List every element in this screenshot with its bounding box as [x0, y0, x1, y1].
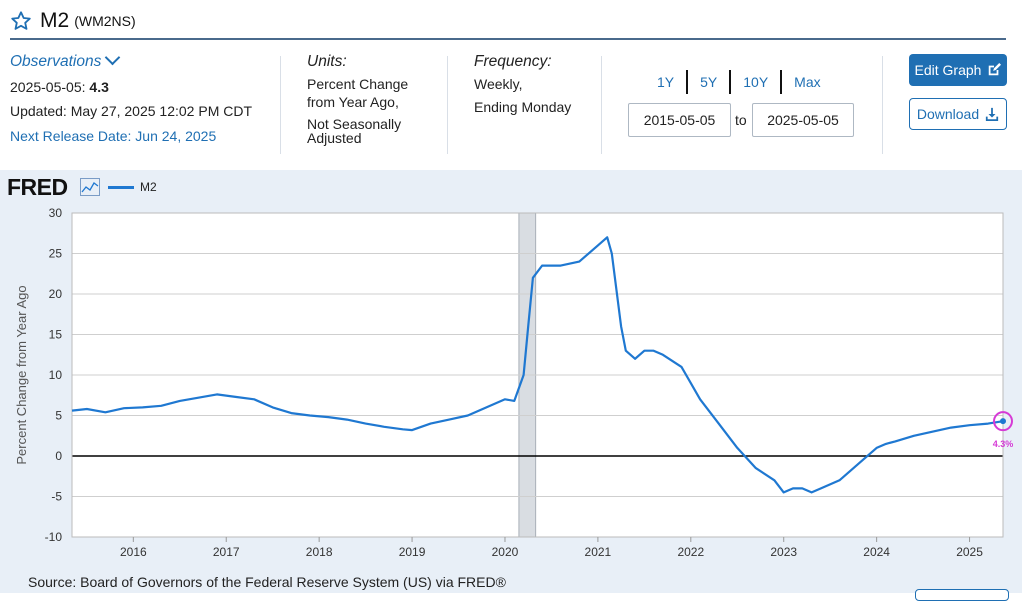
legend-line-swatch — [108, 185, 134, 189]
start-date-input[interactable]: 2015-05-05 — [628, 103, 731, 137]
units-text-2: from Year Ago, — [307, 94, 399, 111]
x-tick-label: 2021 — [585, 545, 612, 559]
range-divider — [686, 70, 689, 94]
chart-icon[interactable] — [80, 178, 100, 196]
frequency-text-1: Weekly, — [474, 76, 523, 93]
header-divider — [10, 38, 1006, 40]
last-point-highlight[interactable] — [993, 411, 1013, 432]
range-1y[interactable]: 1Y — [657, 74, 675, 90]
frequency-panel: Frequency: Weekly, Ending Monday — [474, 52, 571, 117]
edit-graph-label: Edit Graph — [914, 62, 982, 78]
x-tick-label: 2018 — [306, 545, 333, 559]
divider — [280, 56, 281, 154]
divider — [447, 56, 448, 154]
download-icon — [986, 107, 999, 121]
observation-date: 2025-05-05: — [10, 79, 86, 96]
y-tick-label: -10 — [45, 530, 63, 544]
units-text-4: Adjusted — [307, 130, 362, 147]
series-line-m2[interactable] — [71, 236, 1004, 494]
units-text-3: Not Seasonally — [307, 115, 402, 132]
x-tick-label: 2023 — [770, 545, 797, 559]
fred-logo[interactable]: FRED — [7, 174, 68, 200]
legend-series-label: M2 — [140, 180, 157, 194]
x-tick-label: 2024 — [863, 545, 890, 559]
last-value-label: 4.3% — [993, 439, 1014, 449]
to-label: to — [735, 112, 747, 128]
y-tick-label: 10 — [49, 368, 63, 382]
frequency-text-2: Ending Monday — [474, 99, 572, 116]
edit-icon — [989, 63, 1002, 76]
chart-legend: M2 — [80, 176, 157, 198]
y-tick-label: 20 — [49, 287, 63, 301]
units-label: Units: — [307, 53, 347, 70]
plot-border — [71, 212, 1004, 538]
star-icon[interactable] — [10, 10, 32, 32]
series-code: (WM2NS) — [74, 13, 136, 29]
download-button[interactable]: Download — [909, 98, 1007, 130]
source-text: Source: Board of Governors of the Federa… — [28, 574, 506, 590]
x-tick-label: 2022 — [677, 545, 704, 559]
x-tick-label: 2016 — [120, 545, 147, 559]
range-divider — [780, 70, 783, 94]
partial-button[interactable] — [915, 589, 1009, 601]
y-tick-label: 0 — [55, 449, 62, 463]
last-point-marker — [1000, 418, 1006, 425]
range-5y[interactable]: 5Y — [700, 74, 718, 90]
y-tick-label: 25 — [49, 247, 63, 261]
units-text-1: Percent Change — [307, 76, 409, 93]
x-tick-label: 2025 — [956, 545, 983, 559]
download-label: Download — [916, 106, 980, 122]
frequency-label: Frequency: — [474, 53, 552, 70]
divider — [882, 56, 883, 154]
observation-value: 4.3 — [89, 79, 109, 96]
range-divider — [729, 70, 732, 94]
observations-toggle[interactable]: Observations — [10, 49, 252, 72]
range-selector: 1Y 5Y 10Y Max — [645, 68, 833, 96]
y-axis-label: Percent Change from Year Ago — [14, 285, 29, 464]
observations-label[interactable]: Observations — [10, 53, 102, 70]
y-tick-label: 5 — [55, 409, 62, 423]
latest-observation: 2025-05-05: 4.3 — [10, 78, 252, 96]
range-10y[interactable]: 10Y — [743, 74, 769, 90]
end-date-input[interactable]: 2025-05-05 — [752, 103, 854, 137]
observations-panel: Observations 2025-05-05: 4.3 Updated: Ma… — [10, 49, 253, 151]
series-title: M2 — [40, 9, 70, 32]
range-max[interactable]: Max — [794, 74, 821, 90]
divider — [601, 56, 602, 154]
x-tick-label: 2020 — [492, 545, 519, 559]
x-tick-label: 2019 — [399, 545, 426, 559]
units-panel: Units: Percent Change from Year Ago, Not… — [307, 52, 408, 146]
y-tick-label: -5 — [51, 490, 62, 504]
x-tick-label: 2017 — [213, 545, 240, 559]
y-tick-label: 30 — [49, 206, 63, 220]
next-release-link[interactable]: Next Release Date: Jun 24, 2025 — [10, 127, 217, 144]
series-title-bar: M2 (WM2NS) — [10, 6, 136, 36]
y-tick-label: 15 — [49, 328, 63, 342]
updated-text: Updated: May 27, 2025 12:02 PM CDT — [10, 103, 253, 120]
edit-graph-button[interactable]: Edit Graph — [909, 54, 1007, 86]
